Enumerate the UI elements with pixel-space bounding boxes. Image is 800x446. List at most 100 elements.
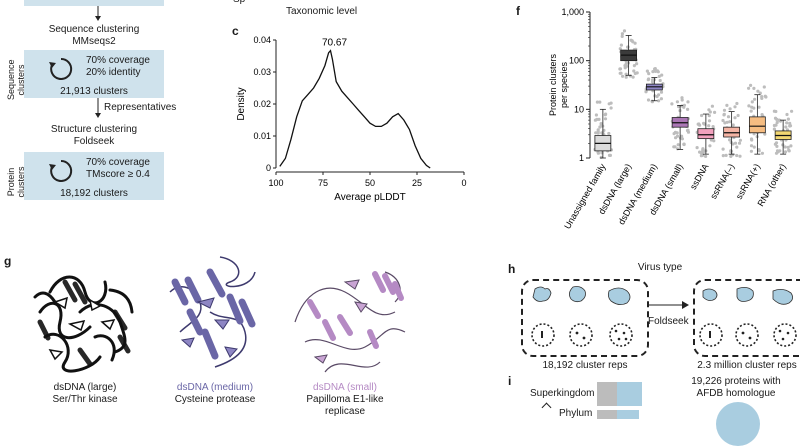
right-caption: 2.3 million cluster reps (697, 360, 797, 371)
outlier-point (680, 96, 684, 100)
outlier-point (760, 151, 764, 155)
outlier-point (783, 145, 787, 149)
outlier-point (596, 130, 600, 134)
phylum-label: Phylum (559, 408, 593, 419)
outlier-point (675, 100, 679, 104)
outlier-point (728, 107, 732, 111)
protease-structure-image (169, 256, 256, 368)
outlier-point (608, 153, 612, 157)
foldseek-arrow (648, 301, 689, 309)
outlier-point (729, 140, 733, 145)
outlier-point (737, 141, 742, 145)
x-tick-label: 0 (461, 178, 466, 188)
box-group (644, 67, 665, 104)
protein-clusters-box (24, 152, 164, 200)
outlier-point (675, 147, 680, 151)
cycle-icon (49, 57, 73, 80)
outlier-point (658, 78, 662, 83)
afdb-pie-partial (716, 402, 760, 446)
outlier-point (629, 38, 633, 42)
phylum-bar-blue (617, 410, 639, 419)
outlier-point (620, 34, 624, 39)
outlier-point (747, 86, 751, 90)
flow-arrow-1 (95, 6, 101, 21)
outlier-point (599, 155, 603, 159)
superkingdom-bar-grey (597, 382, 617, 406)
seq-clustering-title: Sequence clustering (48, 24, 140, 35)
box-group (695, 104, 717, 158)
box-group (670, 96, 691, 151)
outlier-point (763, 132, 767, 136)
superkingdom-bar-blue (617, 382, 642, 406)
category-label: Unassigned family (562, 162, 608, 231)
outlier-point (736, 113, 740, 118)
outlier-point (682, 142, 686, 146)
box-group (618, 29, 639, 79)
outlier-point (672, 145, 676, 149)
outlier-point (659, 90, 664, 94)
x-tick-label: 25 (412, 178, 422, 188)
outlier-point (721, 154, 725, 158)
outlier-point (651, 70, 655, 74)
box-group (593, 100, 613, 159)
outlier-point (618, 67, 622, 71)
peak-label: 70.67 (322, 38, 347, 49)
outlier-point (752, 86, 756, 90)
outlier-point (660, 73, 664, 77)
outlier-point (735, 153, 739, 158)
outlier-point (594, 131, 598, 135)
outlier-point (757, 149, 761, 153)
outlier-point (735, 101, 739, 106)
taxonomic-level-label: Taxonomic level (286, 6, 358, 17)
y-tick-label: 10 (574, 104, 584, 114)
outlier-point (647, 77, 651, 81)
outlier-point (722, 112, 726, 116)
outlier-point (749, 144, 754, 148)
y-tick-label: 0.03 (253, 67, 271, 77)
outlier-point (710, 104, 714, 108)
outlier-point (725, 103, 729, 107)
outlier-point (621, 74, 625, 78)
category-label: ssRNA(+) (734, 162, 762, 201)
outlier-point (721, 147, 725, 151)
box (748, 116, 766, 134)
outlier-point (757, 105, 761, 109)
outlier-point (786, 145, 790, 149)
outlier-point (680, 98, 684, 102)
outlier-point (700, 113, 704, 118)
outlier-point (733, 141, 738, 145)
outlier-point (731, 123, 735, 127)
outlier-point (747, 104, 751, 108)
outlier-point (712, 139, 716, 143)
outlier-point (785, 121, 789, 125)
outlier-point (773, 116, 778, 120)
outlier-point (622, 29, 627, 33)
outlier-point (598, 125, 602, 129)
axis-fragment (541, 402, 552, 413)
outlier-point (707, 114, 711, 118)
outlier-point (603, 113, 607, 117)
outlier-point (750, 100, 754, 104)
outlier-point (607, 102, 611, 106)
outlier-point (778, 149, 782, 153)
outlier-point (633, 71, 637, 76)
outlier-point (713, 110, 717, 114)
outlier-point (635, 62, 639, 66)
box-group (721, 101, 742, 158)
outlier-point (774, 141, 779, 145)
outlier-point (733, 116, 737, 120)
outlier-point (707, 119, 712, 123)
outlier-point (784, 125, 788, 129)
phylum-bar-grey (597, 410, 617, 419)
outlier-point (783, 150, 788, 154)
y-tick-label: 0.01 (253, 131, 271, 141)
outlier-point (786, 117, 790, 121)
y-tick-label: 0 (266, 163, 271, 173)
panel-letter-i: i (508, 374, 512, 388)
outlier-point (675, 131, 679, 135)
x-tick-label: 50 (365, 178, 375, 188)
structure-3-name: dsDNA (small) (313, 382, 377, 393)
outlier-point (788, 124, 792, 128)
outlier-point (654, 69, 658, 73)
outlier-point (708, 144, 712, 148)
